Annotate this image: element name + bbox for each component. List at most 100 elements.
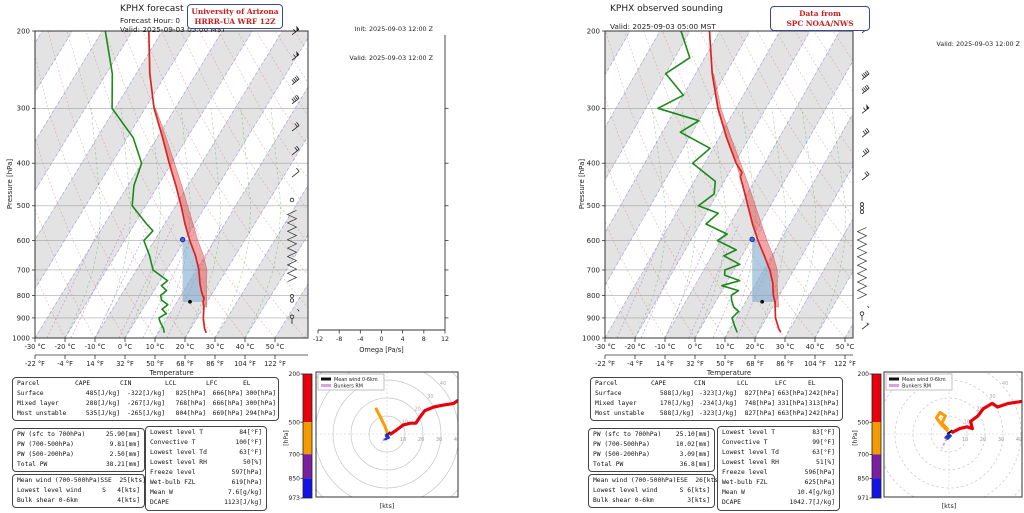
colorbar-segment [303,478,312,498]
colorbar-segment [872,454,881,479]
dry-adiabat [775,31,853,155]
isotherm-line [664,31,841,338]
legend-label: Bunkers RM [902,384,931,390]
freeze-level-marker [179,236,186,243]
isotherm-line [35,31,223,338]
wind-barb [291,75,300,85]
celsius-tick-label: 20 °C [746,343,765,351]
cell: 827[hPa] [744,410,775,418]
wind-barb [861,84,870,95]
mixing-ratio-line [46,223,102,338]
ring-label: 30 [427,394,433,400]
dry-adiabat [947,31,1024,338]
hodograph-ring [912,397,986,471]
cell: Most unstable [595,410,645,418]
celsius-tick-label: -10 °C [655,343,676,351]
cell: 825[hPa] [175,390,206,398]
init-valid-block: Init: 2025-09-03 12:00 Z Valid: 2025-09-… [330,6,433,83]
wind-barb [289,197,295,203]
table-row: Lowest level Td 63[°F] [150,448,262,458]
wind-barb-cluster [856,227,868,300]
page-title: KPHX observed sounding [610,4,723,14]
dry-adiabat [928,31,1024,338]
pressure-tick-label: 300 [17,105,30,113]
mixing-ratio-line [94,223,150,338]
wind-barb [289,309,300,324]
cell: 663[hPa] [777,390,808,398]
row-value: 625[hPa] [804,479,835,487]
table-row: Mean wind (700-500hPa) ESE 26[kts] [593,476,722,486]
row-label: Wet-bulb FZL [150,479,196,487]
omega-tick-label: 0 [379,336,383,343]
table-row: Lowest level T 83[°F] [722,428,835,438]
temperature-profile [147,31,207,334]
fahrenheit-tick-label: -4 °F [627,360,643,368]
cell: 669[hPa] [212,410,243,418]
fahrenheit-tick-label: 68 °F [746,360,764,368]
skewt-frame [604,30,854,339]
cell: 242[hPa] [808,410,839,418]
moist-adiabat [124,108,162,338]
freeze-level-marker [749,236,755,242]
colorbar-tick-label: 700 [289,451,301,458]
wind-table: Mean wind (700-500hPa) ESE 26[kts] Lowest … [588,474,722,509]
moist-adiabat [64,108,102,338]
table-row: Wet-bulb FZL 625[hPa] [722,478,835,488]
row-value: 99[°F] [812,439,835,447]
precipitable-water-table: PW (sfc to 700hPa) 25.90[mm] PW (700-500hP… [12,428,145,473]
wind-barb [861,322,870,330]
row-label: Lowest level T [722,429,776,436]
colorbar-tick-label: 500 [858,419,870,426]
pressure-axis-label: Pressure [hPa] [6,159,14,209]
parcel-table-row: Mixed layer 170[J/kg] -234[J/kg] 748[hPa] 33… [595,399,839,409]
forecast-hour-label: Forecast Hour: 0 [120,16,181,25]
parcel-table-row: Surface 588[J/kg] -323[J/kg] 827[hPa] 663[hP… [595,389,839,399]
row-value: 50[%] [243,459,262,467]
mixing-ratio-line [664,223,716,338]
fahrenheit-tick-label: 32 °F [116,360,134,368]
cell: Parcel [595,380,618,387]
legend-label: Bunkers RM [334,384,363,390]
row-value: 1042.7[J/kg] [789,499,836,507]
precipitable-water-table: PW (sfc to 700hPa) 25.10[mm] PW (700-500hP… [588,428,715,473]
table-row: Total PW 38.21[mm] [17,460,140,470]
row-label: Bulk shear 0-6km [17,497,78,505]
row-label: Total PW [17,461,48,469]
isotherm-line [634,31,811,338]
valid-block: Valid: 2025-09-03 12:00 Z [893,21,1020,69]
parcel-table-header: Parcel CAPE CIN LCL LFC EL [595,379,838,389]
row-value: 63[°F] [239,449,262,457]
row-label: Lowest level wind [593,487,658,495]
dry-adiabat [142,31,308,309]
mixing-ratio-line [640,223,692,338]
dry-adiabat [389,31,725,338]
cell: -323[J/kg] [699,410,737,418]
cell: LFC [775,380,787,387]
isotherm-band [94,31,308,338]
table-row: Lowest level wind S 6[kts] [593,486,710,496]
badge-line1: University of Arizona [191,7,279,16]
temperature-axis-label: Temperature [148,369,193,377]
celsius-tick-label: 30 °C [206,343,225,351]
cell: 170[J/kg] [659,400,694,408]
cell: -267[J/kg] [127,400,165,408]
table-row: PW (sfc to 700hPa) 25.90[mm] [17,430,140,440]
ring-label: 10 [402,419,408,425]
isotherm-line [124,37,308,338]
skewt-plot-area [605,31,1024,338]
wind-barb [861,128,870,138]
table-row: Convective T 99[°F] [722,438,835,448]
row-label: Total PW [593,461,624,469]
cell: EL [243,380,251,387]
cell: Mixed layer [17,400,59,408]
cell: 294[hPa] [245,410,276,418]
omega-axis-label: Omega [Pa/s] [359,346,404,354]
lcl-marker [188,299,192,304]
ring-label: 20 [980,437,986,443]
hodograph-ring [930,415,968,453]
cell: -322[J/kg] [127,390,165,398]
isotherm-line [784,217,853,338]
cell: 535[J/kg] [85,410,120,418]
hodograph-units-label: [kts] [380,502,395,510]
